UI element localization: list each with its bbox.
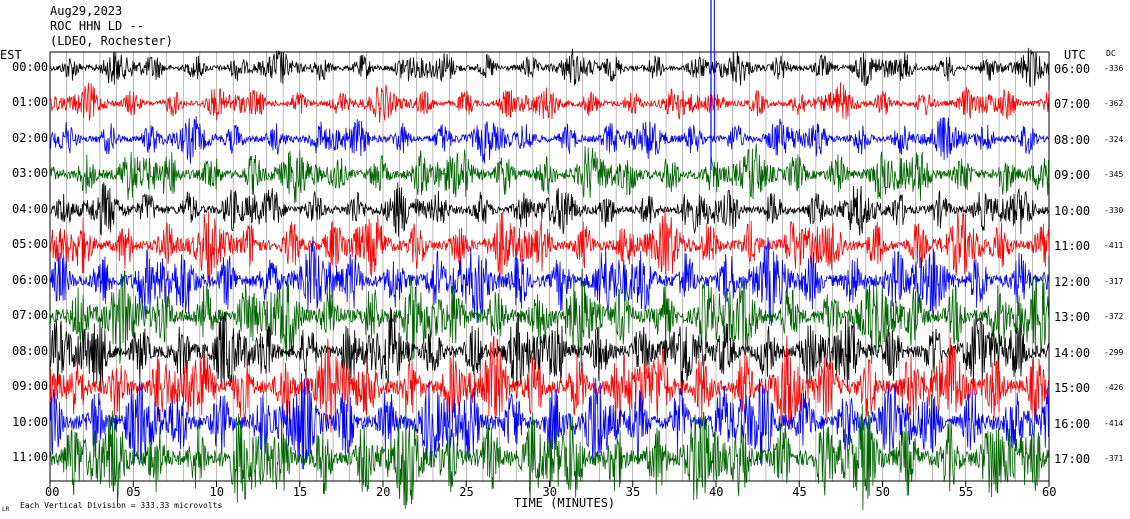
- row-time-utc: 08:00: [1054, 132, 1091, 147]
- x-tick-label: 20: [376, 485, 391, 499]
- row-time-est: 08:00: [12, 343, 49, 358]
- row-dc-offset: -414: [1104, 418, 1124, 428]
- row-time-est: 05:00: [12, 237, 49, 252]
- corner-mark: LR: [2, 506, 10, 513]
- row-dc-offset: -336: [1104, 64, 1124, 73]
- row-dc-offset: -411: [1104, 241, 1124, 251]
- row-time-utc: 12:00: [1054, 274, 1091, 289]
- x-tick-label: 45: [792, 485, 807, 499]
- row-time-utc: 14:00: [1054, 345, 1091, 360]
- row-time-utc: 10:00: [1054, 203, 1091, 218]
- row-time-est: 07:00: [12, 308, 49, 323]
- row-time-utc: 09:00: [1054, 168, 1091, 183]
- seismogram-trace: [49, 404, 1050, 511]
- seismogram-trace: [49, 116, 1050, 164]
- x-tick-label: 60: [1042, 485, 1057, 499]
- seismogram-trace: [49, 307, 1050, 394]
- row-dc-offset: -299: [1104, 347, 1124, 357]
- row-time-est: 02:00: [12, 130, 49, 145]
- row-time-est: 09:00: [12, 379, 49, 394]
- seismogram-trace: [49, 82, 1050, 123]
- x-tick-label: 10: [209, 485, 224, 499]
- station-label: ROC HHN LD --: [50, 19, 144, 33]
- left-timezone-label: EST: [0, 48, 22, 62]
- row-time-utc: 17:00: [1054, 451, 1091, 466]
- row-time-utc: 16:00: [1054, 416, 1091, 431]
- right-timezone-label: UTC: [1064, 48, 1086, 62]
- row-time-utc: 11:00: [1054, 239, 1091, 254]
- seismogram-trace: [49, 236, 1050, 326]
- x-tick-label: 30: [542, 485, 557, 499]
- seismogram-trace: [49, 182, 1050, 237]
- row-time-est: 03:00: [12, 166, 49, 181]
- row-time-est: 06:00: [12, 272, 49, 287]
- row-dc-offset: -371: [1104, 453, 1124, 463]
- row-dc-offset: -330: [1104, 205, 1124, 215]
- row-time-est: 10:00: [12, 414, 49, 429]
- seismogram-trace: [49, 268, 1050, 367]
- network-label: (LDEO, Rochester): [50, 34, 173, 48]
- x-tick-label: 50: [875, 485, 890, 499]
- seismogram-trace: [49, 143, 1050, 204]
- x-tick-label: 35: [625, 485, 641, 499]
- x-tick-label: 40: [709, 485, 724, 499]
- row-dc-offset: -426: [1104, 383, 1124, 393]
- row-time-utc: 06:00: [1054, 62, 1091, 76]
- x-axis-label: TIME (MINUTES): [514, 496, 616, 510]
- row-dc-offset: -324: [1104, 134, 1124, 144]
- seismogram-trace: [49, 335, 1050, 439]
- x-tick-label: 25: [459, 485, 474, 499]
- row-dc-offset: -345: [1104, 170, 1124, 180]
- row-time-est: 04:00: [12, 201, 49, 216]
- row-dc-offset: -362: [1104, 99, 1124, 109]
- plot-date: Aug29,2023: [50, 4, 123, 18]
- row-dc-offset: -317: [1104, 276, 1124, 286]
- row-time-est: 11:00: [12, 449, 49, 464]
- row-time-utc: 15:00: [1054, 381, 1091, 396]
- x-tick-label: 15: [292, 485, 308, 499]
- dc-header-label: DC: [1106, 49, 1116, 58]
- row-dc-offset: -372: [1104, 312, 1124, 322]
- x-tick-label: 55: [958, 485, 974, 499]
- x-tick-label: 05: [126, 485, 141, 499]
- row-time-est: 00:00: [12, 60, 49, 74]
- scale-note: Each Vertical Division = 333.33 microvol…: [20, 501, 223, 510]
- x-tick-label: 00: [45, 485, 60, 499]
- seismogram-trace: [49, 47, 1050, 88]
- row-time-est: 01:00: [12, 95, 49, 110]
- row-time-utc: 07:00: [1054, 97, 1091, 112]
- seismogram-trace: [49, 209, 1050, 284]
- row-time-utc: 13:00: [1054, 310, 1091, 325]
